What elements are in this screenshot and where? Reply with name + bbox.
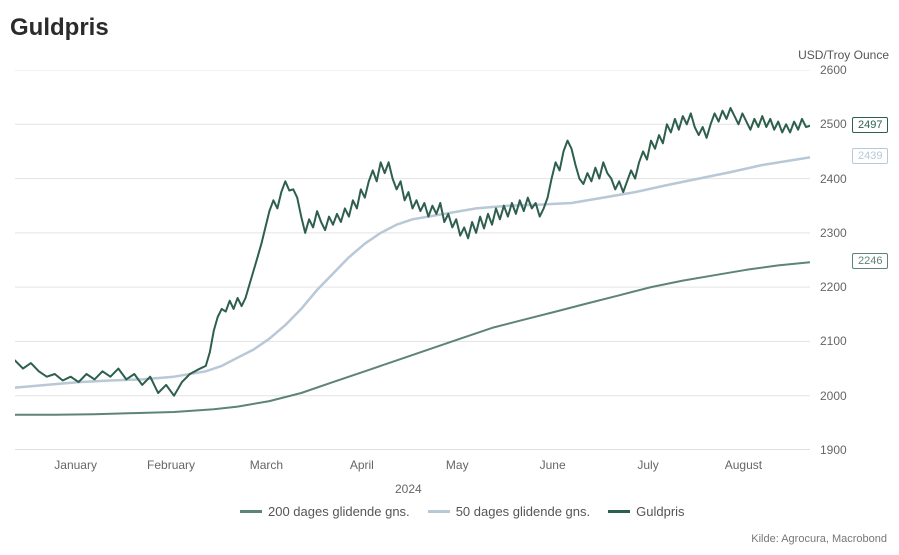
source-label: Kilde: Agrocura, Macrobond — [751, 533, 887, 545]
x-tick-label: July — [618, 458, 678, 472]
y-tick-label: 2300 — [820, 226, 847, 240]
x-tick-label: June — [523, 458, 583, 472]
y-tick-label: 2100 — [820, 334, 847, 348]
x-tick-label: April — [332, 458, 392, 472]
x-axis-year-label: 2024 — [395, 482, 422, 496]
end-value-tag: 2246 — [852, 253, 888, 269]
x-tick-label: August — [713, 458, 773, 472]
legend-item-ma50: 50 dages glidende gns. — [428, 504, 590, 519]
y-tick-label: 2200 — [820, 280, 847, 294]
x-tick-label: May — [427, 458, 487, 472]
y-tick-label: 2500 — [820, 117, 847, 131]
chart-plot-area — [15, 70, 810, 450]
x-tick-label: January — [46, 458, 106, 472]
legend-item-price: Guldpris — [608, 504, 684, 519]
legend-swatch — [608, 510, 630, 513]
legend-label: 200 dages glidende gns. — [268, 504, 410, 519]
x-tick-label: March — [236, 458, 296, 472]
legend-label: Guldpris — [636, 504, 684, 519]
y-axis-unit-label: USD/Troy Ounce — [798, 48, 889, 62]
y-tick-label: 2600 — [820, 63, 847, 77]
y-tick-label: 2000 — [820, 389, 847, 403]
legend-swatch — [240, 510, 262, 513]
legend-label: 50 dages glidende gns. — [456, 504, 590, 519]
end-value-tag: 2497 — [852, 117, 888, 133]
y-tick-label: 2400 — [820, 172, 847, 186]
end-value-tag: 2439 — [852, 148, 888, 164]
legend: 200 dages glidende gns. 50 dages glidend… — [240, 504, 685, 519]
legend-swatch — [428, 510, 450, 513]
x-tick-label: February — [141, 458, 201, 472]
y-tick-label: 1900 — [820, 443, 847, 457]
legend-item-ma200: 200 dages glidende gns. — [240, 504, 410, 519]
chart-title: Guldpris — [10, 14, 109, 42]
